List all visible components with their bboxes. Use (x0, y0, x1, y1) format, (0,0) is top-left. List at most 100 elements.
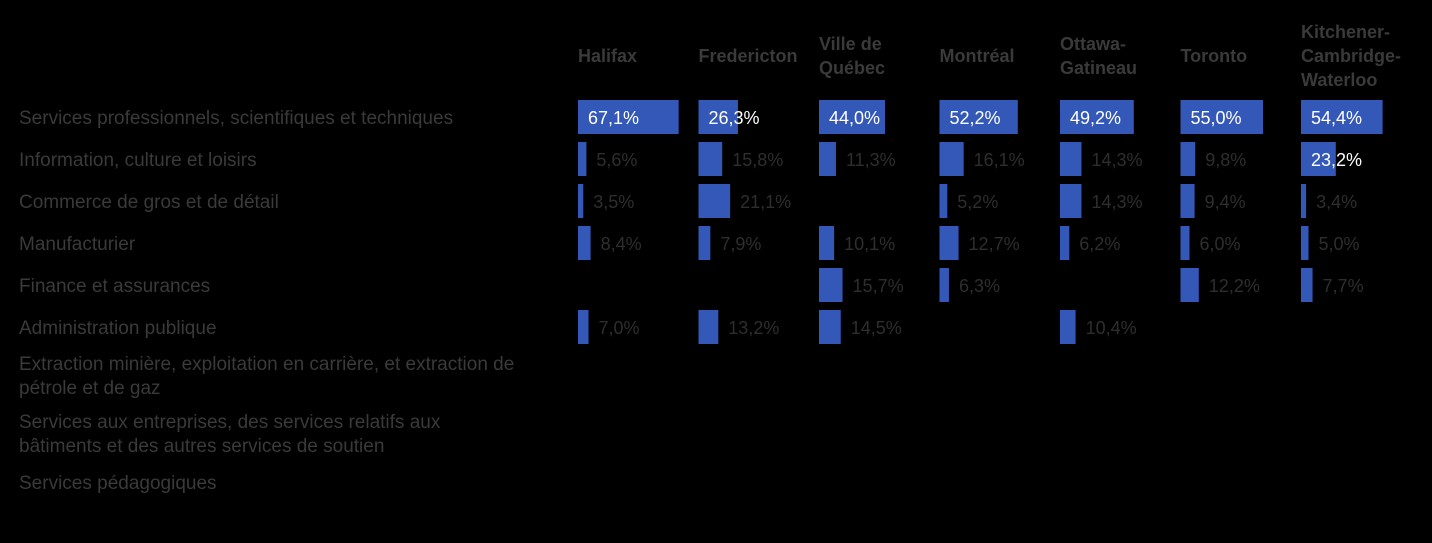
column-labels: Halifax Fredericton Ville de Québec Montréal… (578, 22, 1401, 90)
bar (1060, 142, 1082, 176)
value-label: 6,0% (1200, 234, 1241, 254)
bar (1060, 100, 1134, 134)
bar (1301, 226, 1309, 260)
value-label: 54,4% (1311, 108, 1362, 128)
bar (939, 142, 964, 176)
value-label: 11,3% (846, 150, 896, 170)
row-label-line: Finance et assurances (19, 276, 210, 297)
value-label: 5,0% (1319, 234, 1360, 254)
column-label: Halifax (578, 46, 637, 66)
value-label: 15,8% (732, 150, 783, 170)
column-label: Ville de Québec (819, 34, 885, 78)
bar (1180, 142, 1196, 176)
column-label-line: Halifax (578, 46, 637, 66)
value-label: 14,3% (1091, 192, 1142, 212)
column-label-line: Toronto (1181, 46, 1248, 66)
bars (578, 100, 1383, 344)
row-label-line: Services aux entreprises, des services r… (19, 412, 441, 433)
bar (819, 226, 835, 260)
bar (1180, 184, 1195, 218)
bar (939, 184, 948, 218)
row-label: Finance et assurances (19, 276, 210, 297)
value-label: 49,2% (1070, 108, 1121, 128)
column-label-line: Ville de (819, 34, 882, 54)
value-label: 3,5% (593, 192, 634, 212)
bar (1060, 226, 1070, 260)
row-label-line: Extraction minière, exploitation en carr… (19, 354, 514, 375)
row-labels: Services professionnels, scientifiques e… (19, 108, 514, 494)
row-label-line: Commerce de gros et de détail (19, 192, 279, 213)
value-label: 52,2% (950, 108, 1001, 128)
bar (1060, 184, 1082, 218)
column-label-line: Waterloo (1301, 70, 1377, 90)
value-label: 55,0% (1191, 108, 1242, 128)
bar (819, 100, 885, 134)
bar (939, 268, 949, 302)
column-label-line: Cambridge- (1301, 46, 1401, 66)
bar (698, 142, 723, 176)
bar (819, 142, 836, 176)
row-label-line: Services professionnels, scientifiques e… (19, 108, 453, 129)
row-label-line: Information, culture et loisirs (19, 150, 257, 171)
value-label: 9,8% (1205, 150, 1246, 170)
value-label: 6,2% (1079, 234, 1120, 254)
column-label-line: Fredericton (699, 46, 798, 66)
value-labels: 67,1% 5,6% 3,5% 8,4% 7,0% 26,3% 15,8% 21,1% 7,9%… (588, 108, 1364, 338)
column-label: Ottawa- Gatineau (1060, 34, 1137, 78)
value-label: 14,3% (1091, 150, 1142, 170)
column-label-line: Québec (819, 58, 885, 78)
value-label: 12,7% (969, 234, 1020, 254)
column-label-line: Montréal (940, 46, 1015, 66)
bar (578, 184, 584, 218)
bar (1180, 100, 1263, 134)
value-label: 10,4% (1086, 318, 1137, 338)
bar (939, 226, 959, 260)
row-label: Services aux entreprises, des services r… (19, 412, 441, 457)
row-label: Services pédagogiques (19, 473, 217, 494)
row-label-line: Manufacturier (19, 234, 136, 255)
bar (819, 268, 843, 302)
value-label: 6,3% (959, 276, 1000, 296)
bar (698, 184, 731, 218)
bar (1180, 226, 1190, 260)
column-label-line: Gatineau (1060, 58, 1137, 78)
value-label: 12,2% (1209, 276, 1260, 296)
value-label: 67,1% (588, 108, 639, 128)
value-label: 44,0% (829, 108, 880, 128)
bar (819, 310, 841, 344)
row-label-line: Services pédagogiques (19, 473, 217, 494)
value-label: 16,1% (974, 150, 1025, 170)
value-label: 7,7% (1323, 276, 1364, 296)
column-label: Montréal (940, 46, 1015, 66)
bar (698, 226, 711, 260)
column-label: Kitchener- Cambridge- Waterloo (1301, 22, 1401, 90)
value-label: 10,1% (844, 234, 895, 254)
value-label: 5,6% (596, 150, 637, 170)
bar (578, 142, 587, 176)
value-label: 7,0% (599, 318, 640, 338)
row-label: Services professionnels, scientifiques e… (19, 108, 453, 129)
column-label-line: Ottawa- (1060, 34, 1126, 54)
value-label: 9,4% (1205, 192, 1246, 212)
column-label: Fredericton (699, 46, 798, 66)
bar (939, 100, 1018, 134)
value-label: 21,1% (740, 192, 791, 212)
bar (578, 226, 591, 260)
row-label: Commerce de gros et de détail (19, 192, 279, 213)
value-label: 26,3% (709, 108, 760, 128)
bar (1180, 268, 1199, 302)
column-label: Toronto (1181, 46, 1248, 66)
column-label-line: Kitchener- (1301, 22, 1390, 42)
row-label: Extraction minière, exploitation en carr… (19, 354, 514, 399)
bar (698, 310, 719, 344)
value-label: 7,9% (720, 234, 761, 254)
bar (1060, 310, 1076, 344)
value-label: 8,4% (601, 234, 642, 254)
bar (1301, 268, 1313, 302)
value-label: 23,2% (1311, 150, 1362, 170)
row-label-line: bâtiments et des autres services de sout… (19, 436, 384, 457)
row-label-line: pétrole et de gaz (19, 378, 161, 399)
bar (578, 310, 589, 344)
bar (1301, 184, 1307, 218)
